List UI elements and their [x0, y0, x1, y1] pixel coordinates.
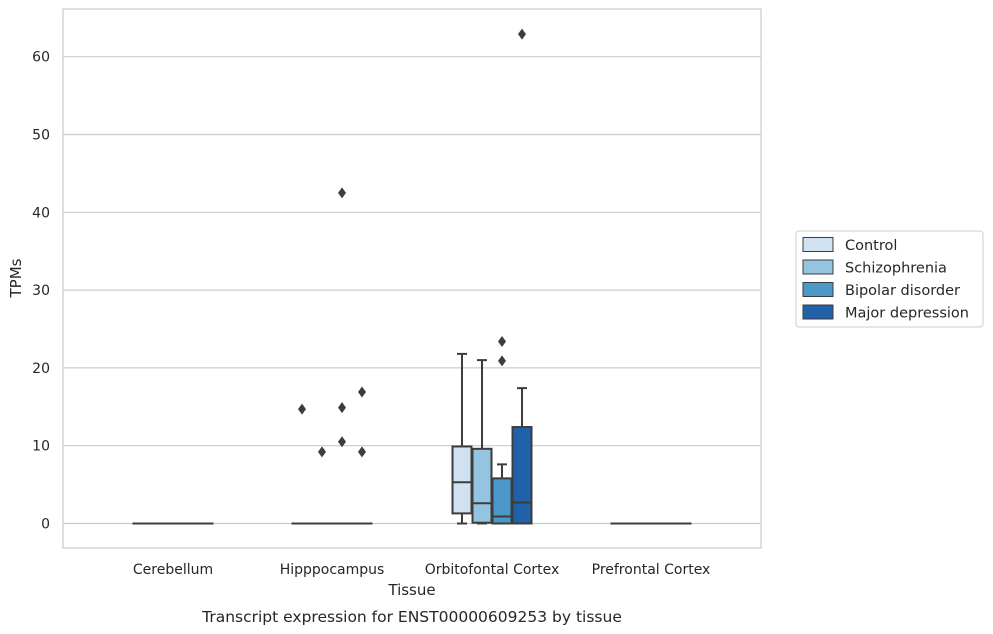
outlier-point — [338, 187, 346, 199]
y-gridlines — [63, 56, 761, 525]
y-tick-label: 40 — [32, 205, 50, 221]
box-major-depression — [351, 386, 373, 525]
legend-swatch — [802, 304, 834, 320]
outlier-point — [298, 403, 306, 415]
y-tick-label: 0 — [41, 517, 50, 533]
box-bipolar-disorder — [491, 335, 513, 525]
y-tick-label: 60 — [32, 50, 50, 66]
y-tick-label: 50 — [32, 128, 50, 144]
outlier-point — [358, 446, 366, 458]
legend-label: Major depression — [845, 306, 969, 322]
x-axis-title: Tissue — [387, 581, 435, 599]
outlier-point — [498, 335, 506, 347]
box-major-depression — [511, 28, 533, 525]
outlier-point — [338, 402, 346, 414]
legend-swatch — [802, 237, 834, 252]
box-body — [511, 426, 533, 525]
box-body — [471, 447, 493, 524]
x-tick-label: Cerebellum — [133, 562, 213, 578]
box-control — [291, 403, 313, 525]
y-axis-title: TPMs — [7, 258, 25, 298]
legend-frame — [795, 230, 984, 328]
outlier-point — [318, 446, 326, 458]
y-tick-label: 20 — [32, 361, 50, 377]
x-tick-label: Orbitofontal Cortex — [425, 562, 560, 578]
outlier-point — [498, 355, 506, 367]
x-tick-labels: Cerebellum Hipppocampus Orbitofontal Corte… — [133, 562, 710, 578]
y-tick-label: 10 — [32, 439, 50, 455]
legend-label: Bipolar disorder — [845, 283, 960, 299]
x-tick-label: Hipppocampus — [280, 562, 385, 578]
box-series-group — [132, 28, 692, 525]
plot-area-border — [62, 8, 762, 549]
y-tick-labels: 0 10 20 30 40 50 60 — [32, 50, 50, 533]
box-body — [451, 445, 473, 515]
outlier-point — [338, 436, 346, 448]
legend: Control Schizophrenia Bipolar disorder Majo… — [795, 230, 984, 328]
legend-swatch — [802, 259, 834, 275]
chart-caption: Transcript expression for ENST0000060925… — [201, 608, 622, 626]
legend-label: Schizophrenia — [845, 261, 947, 277]
y-tick-label: 30 — [32, 283, 50, 299]
legend-label: Control — [845, 238, 897, 254]
outlier-point — [358, 386, 366, 398]
outlier-point — [518, 28, 526, 40]
legend-swatch — [802, 282, 834, 297]
plot-area-background — [63, 9, 761, 548]
x-tick-label: Prefrontal Cortex — [592, 562, 711, 578]
